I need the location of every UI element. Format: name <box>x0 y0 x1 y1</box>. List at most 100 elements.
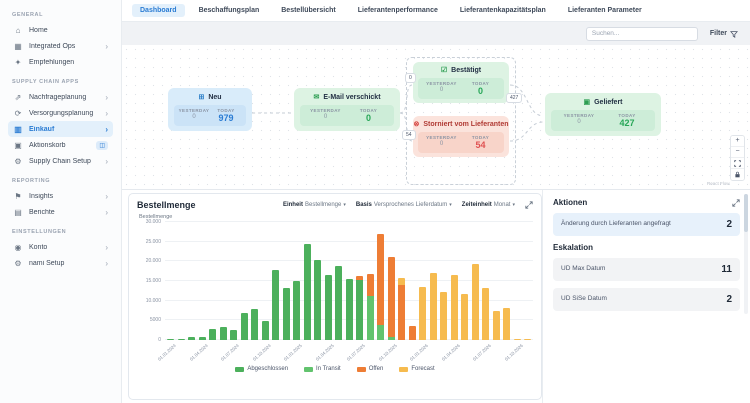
bars-container <box>165 222 533 340</box>
cancelled-icon: ⊗ <box>413 121 420 128</box>
sidebar-item-einkauf[interactable]: ▥ Einkauf › <box>8 121 113 137</box>
sidebar-item-nachfrageplanung[interactable]: ⇗ Nachfrageplanung › <box>8 89 113 105</box>
flow-card-bestaetigt[interactable]: ☑ Bestätigt YESTERDAY 0 TODAY 0 <box>413 62 509 103</box>
bar-01.10.2025 <box>387 257 395 340</box>
search-input[interactable] <box>585 26 698 41</box>
tab-bar: Dashboard Beschaffungsplan Bestellübersich… <box>122 0 750 22</box>
basis-select[interactable]: Basis Versprochenes Lieferdatum ▾ <box>356 202 452 208</box>
action-item-aenderung[interactable]: Änderung durch Lieferanten angefragt 2 <box>553 213 740 236</box>
bar-segment-offen <box>356 276 363 280</box>
eskalation-item-ud-sise-datum[interactable]: UD SiSe Datum 2 <box>553 288 740 311</box>
bar-01.02.2026 <box>429 273 437 340</box>
sidebar-item-insights[interactable]: ⚑ Insights › <box>8 188 113 204</box>
eskalation-value: 2 <box>726 294 732 305</box>
chart-legend: Abgeschlossen In Transit Offen Forecast <box>137 362 533 376</box>
yesterday-label: YESTERDAY <box>178 108 210 113</box>
tab-bestell-bersicht[interactable]: Bestellübersicht <box>281 7 336 14</box>
x-slot: 01.10.2025 <box>378 340 398 362</box>
sidebar-item-aktionskorb[interactable]: ▣ Aktionskorb ◫ <box>8 137 113 153</box>
insights-flag-icon: ⚑ <box>14 191 22 201</box>
tab-lieferantenperformance[interactable]: Lieferantenperformance <box>357 7 438 14</box>
sidebar-item-konto[interactable]: ◉ Konto › <box>8 239 113 255</box>
lock-button[interactable] <box>731 169 744 180</box>
sidebar-item-label: Konto <box>29 243 48 251</box>
bar-segment-abgeschlossen <box>240 313 248 340</box>
sidebar-item-integrated-ops[interactable]: ▦ Integrated Ops › <box>8 38 113 54</box>
bar-segment-forecast <box>524 339 531 340</box>
sidebar-item-empfehlungen[interactable]: ✦ Empfehlungen <box>8 54 113 70</box>
x-slot <box>209 340 216 362</box>
sidebar-item-berichte[interactable]: ▤ Berichte › <box>8 204 113 220</box>
zoom-out-button[interactable]: − <box>731 147 744 158</box>
filter-icon <box>730 30 738 38</box>
x-slot: 01.07.2025 <box>346 340 366 362</box>
flow-card-email-verschickt[interactable]: ✉ E-Mail verschickt YESTERDAY 0 TODAY 0 <box>294 88 400 131</box>
bar-segment-forecast <box>503 308 510 340</box>
bar-segment-forecast <box>492 311 500 340</box>
home-icon: ⌂ <box>15 25 21 35</box>
email-icon: ✉ <box>313 94 320 101</box>
bottom-row: Bestellmenge Einheit Bestellmenge ▾ Basi… <box>122 190 750 403</box>
yesterday-label: YESTERDAY <box>563 113 595 118</box>
x-slot <box>493 340 500 362</box>
bar-01.05.2026 <box>461 294 468 340</box>
scrollbar[interactable] <box>744 194 748 314</box>
x-slot <box>241 340 248 362</box>
x-slot <box>367 340 374 362</box>
sidebar-item-home[interactable]: ⌂ Home <box>8 22 113 38</box>
tab-lieferantenkapazit-tsplan[interactable]: Lieferantenkapazitätsplan <box>459 7 546 14</box>
sidebar-item-nami-setup[interactable]: ⚙ nami Setup › <box>8 255 113 271</box>
x-slot: 01.10.2024 <box>252 340 272 362</box>
sidebar-section-label: GENERAL <box>12 12 44 18</box>
y-tick: 5000 <box>149 317 161 324</box>
bar-segment-forecast <box>398 278 405 285</box>
bar-01.04.2026 <box>450 275 458 340</box>
chevron-right-icon: › <box>105 92 108 102</box>
x-slot <box>272 340 279 362</box>
sidebar-item-label: Nachfrageplanung <box>29 93 87 101</box>
bar-segment-abgeschlossen <box>356 280 363 340</box>
bar-01.02.2024 <box>177 339 185 340</box>
today-value: 0 <box>477 86 483 96</box>
bar-segment-offen <box>398 285 405 340</box>
expand-actions-icon[interactable] <box>732 198 740 207</box>
legend-swatch <box>356 366 366 372</box>
eskalation-item-ud-max-datum[interactable]: UD Max Datum 11 <box>553 258 740 281</box>
y-axis: 0 5000 10.000 15.000 20.000 25.000 30.000 <box>137 219 165 343</box>
legend-item-offen[interactable]: Offen <box>356 366 383 372</box>
tab-lieferanten-parameter[interactable]: Lieferanten Parameter <box>567 7 642 14</box>
einheit-select[interactable]: Einheit Bestellmenge ▾ <box>283 202 346 208</box>
zeiteinheit-select[interactable]: Zeiteinheit Monat ▾ <box>462 202 515 208</box>
flow-card-geliefert[interactable]: ▣ Geliefert YESTERDAY 0 TODAY 427 <box>545 93 661 136</box>
flow-card-neu[interactable]: ⊞ Neu YESTERDAY 0 TODAY 979 <box>168 88 252 131</box>
tab-dashboard[interactable]: Dashboard <box>132 4 185 17</box>
legend-item-abgeschlossen[interactable]: Abgeschlossen <box>235 366 288 372</box>
card-title: Storniert vom Lieferanten <box>423 120 509 128</box>
bar-segment-abgeschlossen <box>251 309 258 340</box>
filter-button[interactable]: Filter <box>706 30 742 38</box>
flow-card-storniert[interactable]: ⊗ Storniert vom Lieferanten YESTERDAY 0 T… <box>413 116 509 157</box>
fit-view-button[interactable] <box>731 158 744 169</box>
actions-panel: Aktionen Änderung durch Lieferanten ange… <box>542 190 750 403</box>
sidebar-item-supply-chain-setup[interactable]: ⚙ Supply Chain Setup › <box>8 153 113 169</box>
bar-segment-in_transit <box>387 337 395 340</box>
tab-beschaffungsplan[interactable]: Beschaffungsplan <box>198 7 260 14</box>
bar-01.03.2024 <box>188 337 195 340</box>
y-tick: 15.000 <box>145 278 161 284</box>
zoom-in-button[interactable]: + <box>731 136 744 147</box>
legend-item-in-transit[interactable]: In Transit <box>304 366 341 372</box>
edge-label-storniert: 54 <box>402 130 416 140</box>
gridline <box>165 260 533 262</box>
apps-grid-icon: ▦ <box>14 41 22 51</box>
x-slot <box>430 340 437 362</box>
sidebar-item-versorgungsplanung[interactable]: ⟳ Versorgungsplanung › <box>8 105 113 121</box>
toolbar: Filter <box>122 22 750 45</box>
lock-icon <box>735 171 740 178</box>
y-tick: 0 <box>158 337 161 343</box>
expand-chart-icon[interactable] <box>525 201 533 209</box>
x-slot <box>461 340 468 362</box>
einheit-value: Bestellmenge <box>304 202 342 208</box>
yesterday-label: YESTERDAY <box>310 108 341 113</box>
legend-item-forecast[interactable]: Forecast <box>399 366 435 372</box>
bar-01.01.2024 <box>167 339 174 340</box>
